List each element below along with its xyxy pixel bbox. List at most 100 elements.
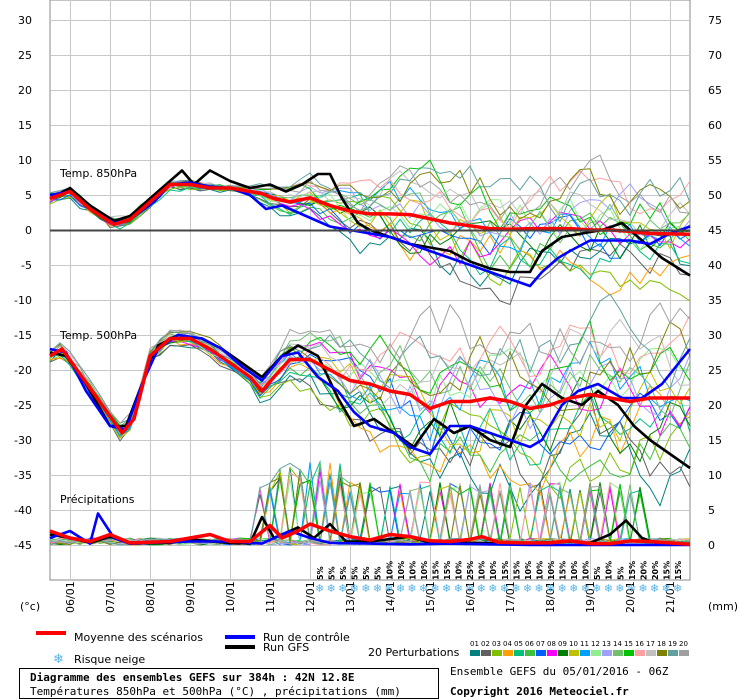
snow-risk-pct: 10% <box>420 561 429 580</box>
left-tick-label: 25 <box>18 49 32 62</box>
perturb-number: 01 <box>470 640 479 648</box>
snowflake-icon: ❄ <box>650 582 659 595</box>
moyenne-des-sc-narios-precip-line <box>49 522 691 547</box>
perturbation-t500-02 <box>49 344 691 489</box>
date-tick-label: 08/01 <box>144 581 157 613</box>
perturb-number: 10 <box>569 640 578 648</box>
date-axis-ticks: 06/01 07/01 08/01 09/01 10/01 11/01 12/01 13/01… <box>64 581 677 613</box>
perturb-number: 05 <box>514 640 523 648</box>
perturb-number: 03 <box>492 640 501 648</box>
t850-label: Temp. 850hPa <box>59 167 137 180</box>
date-tick-label: 18/01 <box>544 581 557 613</box>
snow-risk-pct: 15% <box>628 561 637 580</box>
left-tick-label: -40 <box>14 504 32 517</box>
perturbation-legend: 01 02 03 04 05 06 07 08 09 10 11 12 13 14 15 16 17 18 19 20 <box>470 640 689 656</box>
snow-risk-pct: 5% <box>593 566 602 580</box>
right-tick-label: 75 <box>708 14 722 27</box>
right-tick-label: 15 <box>708 434 722 447</box>
date-tick-label: 14/01 <box>384 581 397 613</box>
legend-snow-label: Risque neige <box>74 653 145 666</box>
right-tick-label: 60 <box>708 119 722 132</box>
perturb-number: 11 <box>580 640 589 648</box>
right-tick-label: 70 <box>708 49 722 62</box>
perturb-number: 16 <box>635 640 644 648</box>
left-tick-label: -25 <box>14 399 32 412</box>
snowflake-icon: ❄ <box>546 582 555 595</box>
left-tick-label: -30 <box>14 434 32 447</box>
date-tick-label: 11/01 <box>264 581 277 613</box>
perturb-number: 12 <box>591 640 600 648</box>
perturb-number: 15 <box>624 640 633 648</box>
right-tick-label: 35 <box>708 294 722 307</box>
legend-perturb-label: 20 Perturbations <box>368 646 460 659</box>
snow-risk-pct: 10% <box>385 561 394 580</box>
perturbation-t500-09 <box>49 338 691 463</box>
right-tick-label: 5 <box>708 504 715 517</box>
left-tick-label: 0 <box>25 224 32 237</box>
right-tick-label: 25 <box>708 364 722 377</box>
perturb-number: 13 <box>602 640 611 648</box>
date-tick-label: 10/01 <box>224 581 237 613</box>
legend-control-label: Run de contrôle <box>263 631 350 644</box>
right-tick-label: 55 <box>708 154 722 167</box>
perturb-swatch <box>668 650 678 656</box>
snowflake-icon: ❄ <box>534 582 543 595</box>
snow-risk-pct: 15% <box>431 561 440 580</box>
snow-risk-pct: 10% <box>535 561 544 580</box>
snowflake-icon: ❄ <box>581 582 590 595</box>
footer-subtitle: Températures 850hPa et 500hPa (°C) , pré… <box>30 685 401 698</box>
perturb-swatch <box>536 650 546 656</box>
perturb-swatch <box>580 650 590 656</box>
legend-gfs-label: Run GFS <box>263 641 309 654</box>
t500-label: Temp. 500hPa <box>59 329 137 342</box>
left-tick-label: -15 <box>14 329 32 342</box>
date-tick-label: 19/01 <box>584 581 597 613</box>
perturb-swatch <box>525 650 535 656</box>
snow-risk-pct: 20% <box>651 561 660 580</box>
perturb-number: 04 <box>503 640 512 648</box>
snow-risk-pct: 5% <box>328 566 337 580</box>
perturb-swatch <box>492 650 502 656</box>
left-tick-label: 10 <box>18 154 32 167</box>
perturb-swatch <box>602 650 612 656</box>
snowflake-icon: ❄ <box>488 582 497 595</box>
snowflake-icon: ❄ <box>361 582 370 595</box>
snowflake-icon: ❄ <box>511 582 520 595</box>
perturb-swatch <box>613 650 623 656</box>
footer-ensemble: Ensemble GEFS du 05/01/2016 - 06Z <box>450 665 669 678</box>
snowflake-icon: ❄ <box>419 582 428 595</box>
snow-risk-row: 5%❄5%❄5%❄5%❄5%❄5%❄10%❄10%❄10%❄10%❄15%❄15… <box>315 561 683 595</box>
snowflake-icon: ❄ <box>558 582 567 595</box>
snow-risk-pct: 5% <box>339 566 348 580</box>
left-axis-ticks: 30 25 20 15 10 5 0 -5 -10 -15 -20 -25 -30 -35 -40 -45 <box>14 14 32 552</box>
snowflake-icon: ❄ <box>338 582 347 595</box>
snowflake-icon: ❄ <box>454 582 463 595</box>
snowflake-icon: ❄ <box>592 582 601 595</box>
left-tick-label: -35 <box>14 469 32 482</box>
snow-risk-pct: 15% <box>443 561 452 580</box>
date-tick-label: 09/01 <box>184 581 197 613</box>
perturb-number: 07 <box>536 640 545 648</box>
snowflake-icon: ❄ <box>373 582 382 595</box>
perturb-number: 06 <box>525 640 534 648</box>
snowflake-icon: ❄ <box>407 582 416 595</box>
snowflake-icon: ❄ <box>615 582 624 595</box>
perturb-swatch <box>481 650 491 656</box>
snow-risk-pct: 15% <box>662 561 671 580</box>
perturb-swatch <box>679 650 689 656</box>
perturb-swatch <box>635 650 645 656</box>
perturb-number: 08 <box>547 640 556 648</box>
snow-risk-pct: 15% <box>674 561 683 580</box>
snow-risk-pct: 5% <box>616 566 625 580</box>
snowflake-icon: ❄ <box>315 582 324 595</box>
snowflake-icon: ❄ <box>627 582 636 595</box>
left-tick-label: -10 <box>14 294 32 307</box>
right-tick-label: 10 <box>708 469 722 482</box>
run-de-contr-le-precip-line <box>49 512 690 547</box>
perturb-swatch <box>470 650 480 656</box>
right-tick-label: 20 <box>708 399 722 412</box>
snowflake-icon: ❄ <box>442 582 451 595</box>
perturb-number: 17 <box>646 640 655 648</box>
